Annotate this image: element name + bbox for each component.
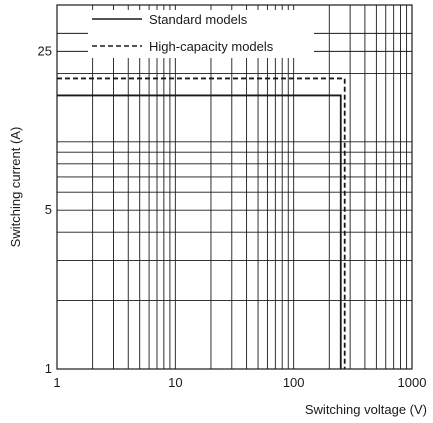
grid-lines — [57, 5, 412, 369]
x-tick-label: 10 — [168, 375, 182, 390]
data-series — [57, 77, 346, 369]
x-tick-label: 100 — [283, 375, 305, 390]
y-axis-label: Switching current (A) — [8, 127, 23, 248]
y-tick-label: 5 — [45, 202, 52, 217]
legend-background — [88, 10, 314, 58]
legend: Standard models High-capacity models — [88, 10, 314, 58]
tick-labels: 1 10 100 1000 1 5 25 — [38, 43, 427, 390]
y-tick-label: 25 — [38, 43, 52, 58]
series-line-standard — [57, 94, 342, 369]
x-tick-label: 1000 — [398, 375, 427, 390]
plot-frame — [56, 4, 413, 370]
series-line-high-capacity — [57, 77, 346, 369]
legend-label-high-capacity: High-capacity models — [149, 39, 274, 54]
legend-label-standard: Standard models — [149, 12, 248, 27]
y-tick-label: 1 — [45, 361, 52, 376]
x-tick-label: 1 — [53, 375, 60, 390]
x-axis-label: Switching voltage (V) — [305, 402, 427, 417]
